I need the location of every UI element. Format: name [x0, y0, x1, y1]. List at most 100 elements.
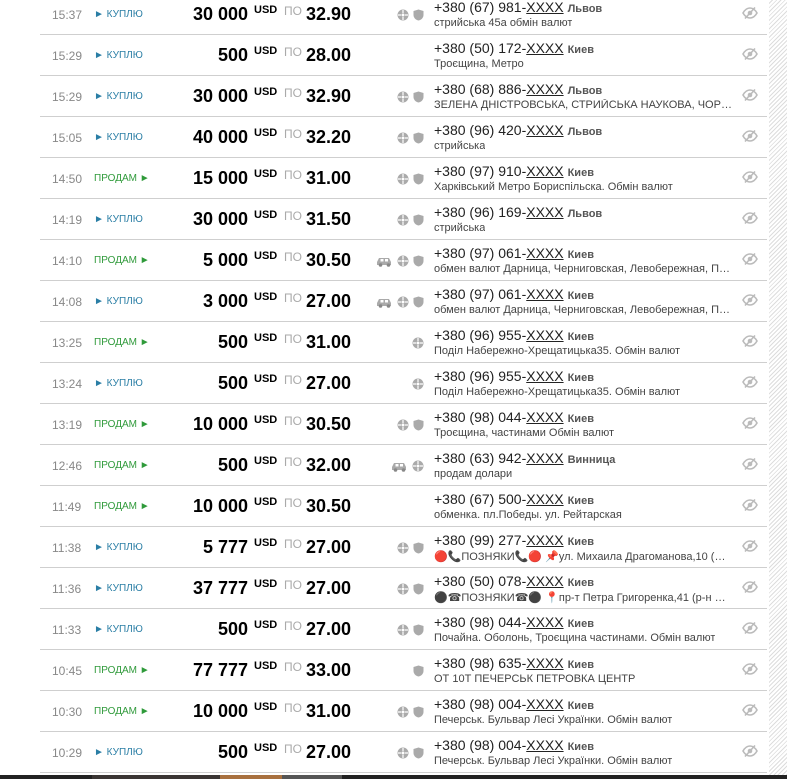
show-phone-link[interactable]: XXXX — [526, 122, 564, 138]
offer-rate: 31.50 — [306, 209, 352, 229]
offer-type-sell: ПРОДАМ ► — [94, 665, 150, 676]
offer-row[interactable]: 15:05 ► КУПЛЮ 40 000 USD ПО 32.20 +380 (… — [40, 117, 767, 158]
wheel-icon — [397, 418, 409, 436]
show-phone-link[interactable]: XXXX — [526, 204, 564, 220]
hide-eye-icon[interactable] — [742, 129, 758, 147]
hide-eye-icon[interactable] — [742, 703, 758, 721]
hide-eye-icon[interactable] — [742, 375, 758, 393]
offer-icons — [397, 172, 424, 190]
show-phone-link[interactable]: XXXX — [526, 409, 564, 425]
offer-row[interactable]: 14:08 ► КУПЛЮ 3 000 USD ПО 27.00 +380 (9… — [40, 281, 767, 322]
show-phone-link[interactable]: XXXX — [526, 491, 564, 507]
offer-po-label: ПО — [284, 414, 302, 428]
offer-phone: +380 (67) 500-XXXX Киев — [434, 491, 594, 507]
offer-description: стрийська — [434, 222, 486, 234]
offer-city: Киев — [567, 618, 594, 630]
offer-row[interactable]: 12:46 ПРОДАМ ► 500 USD ПО 32.00 +380 (63… — [40, 445, 767, 486]
hide-eye-icon[interactable] — [742, 457, 758, 475]
show-phone-link[interactable]: XXXX — [526, 286, 564, 302]
hide-eye-icon[interactable] — [742, 744, 758, 762]
offer-icons — [397, 705, 424, 723]
offer-row[interactable]: 14:50 ПРОДАМ ► 15 000 USD ПО 31.00 +380 … — [40, 158, 767, 199]
show-phone-link[interactable]: XXXX — [526, 614, 564, 630]
offer-city: Киев — [567, 372, 594, 384]
hide-eye-icon[interactable] — [742, 498, 758, 516]
offer-time: 13:25 — [52, 336, 83, 350]
offer-row[interactable]: 10:30 ПРОДАМ ► 10 000 USD ПО 31.00 +380 … — [40, 691, 767, 732]
offer-po-label: ПО — [284, 86, 302, 100]
offer-time: 14:10 — [52, 254, 83, 268]
shield-icon — [413, 172, 424, 190]
show-phone-link[interactable]: XXXX — [526, 327, 564, 343]
wheel-icon — [397, 541, 409, 559]
offer-phone: +380 (96) 955-XXXX Киев — [434, 368, 594, 384]
show-phone-link[interactable]: XXXX — [526, 655, 564, 671]
offer-city: Киев — [567, 249, 594, 261]
show-phone-link[interactable]: XXXX — [526, 40, 564, 56]
hide-eye-icon[interactable] — [742, 334, 758, 352]
offer-currency: USD — [254, 537, 278, 549]
phone-prefix: +380 (63) 942- — [434, 450, 527, 466]
hide-eye-icon[interactable] — [742, 47, 758, 65]
offer-description: 🔴📞ПОЗНЯКИ📞🔴 📌ул. Михаила Драгоманова,10 … — [434, 551, 726, 563]
hide-eye-icon[interactable] — [742, 211, 758, 229]
offer-row[interactable]: 13:19 ПРОДАМ ► 10 000 USD ПО 30.50 +380 … — [40, 404, 767, 445]
hide-eye-icon[interactable] — [742, 580, 758, 598]
offer-row[interactable]: 14:19 ► КУПЛЮ 30 000 USD ПО 31.50 +380 (… — [40, 199, 767, 240]
offer-time: 11:33 — [52, 623, 82, 637]
hide-eye-icon[interactable] — [742, 6, 758, 24]
offer-row[interactable]: 11:49 ПРОДАМ ► 10 000 USD ПО 30.50 +380 … — [40, 486, 767, 527]
wheel-icon — [397, 213, 409, 231]
offer-type-buy: ► КУПЛЮ — [94, 747, 143, 758]
show-phone-link[interactable]: XXXX — [526, 368, 564, 384]
car-icon — [376, 295, 393, 313]
hide-eye-icon[interactable] — [742, 293, 758, 311]
offer-type-sell: ПРОДАМ ► — [94, 419, 150, 430]
offer-row[interactable]: 15:29 ► КУПЛЮ 30 000 USD ПО 32.90 +380 (… — [40, 76, 767, 117]
car-icon — [376, 254, 393, 272]
show-phone-link[interactable]: XXXX — [526, 81, 564, 97]
wheel-icon — [397, 705, 409, 723]
offer-row[interactable]: 13:25 ПРОДАМ ► 500 USD ПО 31.00 +380 (96… — [40, 322, 767, 363]
offer-rate: 31.00 — [306, 332, 352, 352]
offer-row[interactable]: 10:29 ► КУПЛЮ 500 USD ПО 27.00 +380 (98)… — [40, 732, 767, 773]
offer-icons — [397, 582, 424, 600]
scrollbar-track[interactable] — [769, 0, 787, 775]
hide-eye-icon[interactable] — [742, 539, 758, 557]
offer-row[interactable]: 11:36 ► КУПЛЮ 37 777 USD ПО 27.00 +380 (… — [40, 568, 767, 609]
show-phone-link[interactable]: XXXX — [526, 573, 564, 589]
show-phone-link[interactable]: XXXX — [526, 0, 564, 15]
offer-currency: USD — [254, 496, 278, 508]
show-phone-link[interactable]: XXXX — [526, 450, 564, 466]
offer-description: Почайна. Оболонь, Троєщина частинами. Об… — [434, 632, 716, 644]
offer-row[interactable]: 11:33 ► КУПЛЮ 500 USD ПО 27.00 +380 (98)… — [40, 609, 767, 650]
hide-eye-icon[interactable] — [742, 88, 758, 106]
offer-currency: USD — [254, 4, 278, 16]
offer-currency: USD — [254, 578, 278, 590]
offer-city: Киев — [567, 700, 594, 712]
hide-eye-icon[interactable] — [742, 170, 758, 188]
offer-time: 15:29 — [52, 49, 83, 63]
hide-eye-icon[interactable] — [742, 416, 758, 434]
offer-row[interactable]: 11:38 ► КУПЛЮ 5 777 USD ПО 27.00 +380 (9… — [40, 527, 767, 568]
offer-row[interactable]: 13:24 ► КУПЛЮ 500 USD ПО 27.00 +380 (96)… — [40, 363, 767, 404]
offer-amount: 30 000 — [192, 86, 248, 106]
phone-prefix: +380 (67) 981- — [434, 0, 527, 15]
show-phone-link[interactable]: XXXX — [526, 163, 564, 179]
offer-icons — [397, 90, 424, 108]
show-phone-link[interactable]: XXXX — [526, 245, 564, 261]
offer-row[interactable]: 15:29 ► КУПЛЮ 500 USD ПО 28.00 +380 (50)… — [40, 35, 767, 76]
show-phone-link[interactable]: XXXX — [526, 737, 564, 753]
hide-eye-icon[interactable] — [742, 252, 758, 270]
offer-type-sell: ПРОДАМ ► — [94, 173, 150, 184]
hide-eye-icon[interactable] — [742, 621, 758, 639]
offer-rate: 32.20 — [306, 127, 352, 147]
offer-row[interactable]: 14:10 ПРОДАМ ► 5 000 USD ПО 30.50 +380 (… — [40, 240, 767, 281]
hide-eye-icon[interactable] — [742, 662, 758, 680]
offer-row[interactable]: 10:45 ПРОДАМ ► 77 777 USD ПО 33.00 +380 … — [40, 650, 767, 691]
offer-row[interactable]: 15:37 ► КУПЛЮ 30 000 USD ПО 32.90 +380 (… — [40, 0, 767, 35]
offer-type-buy: ► КУПЛЮ — [94, 91, 143, 102]
show-phone-link[interactable]: XXXX — [526, 696, 564, 712]
show-phone-link[interactable]: XXXX — [526, 532, 564, 548]
offer-type-buy: ► КУПЛЮ — [94, 583, 143, 594]
